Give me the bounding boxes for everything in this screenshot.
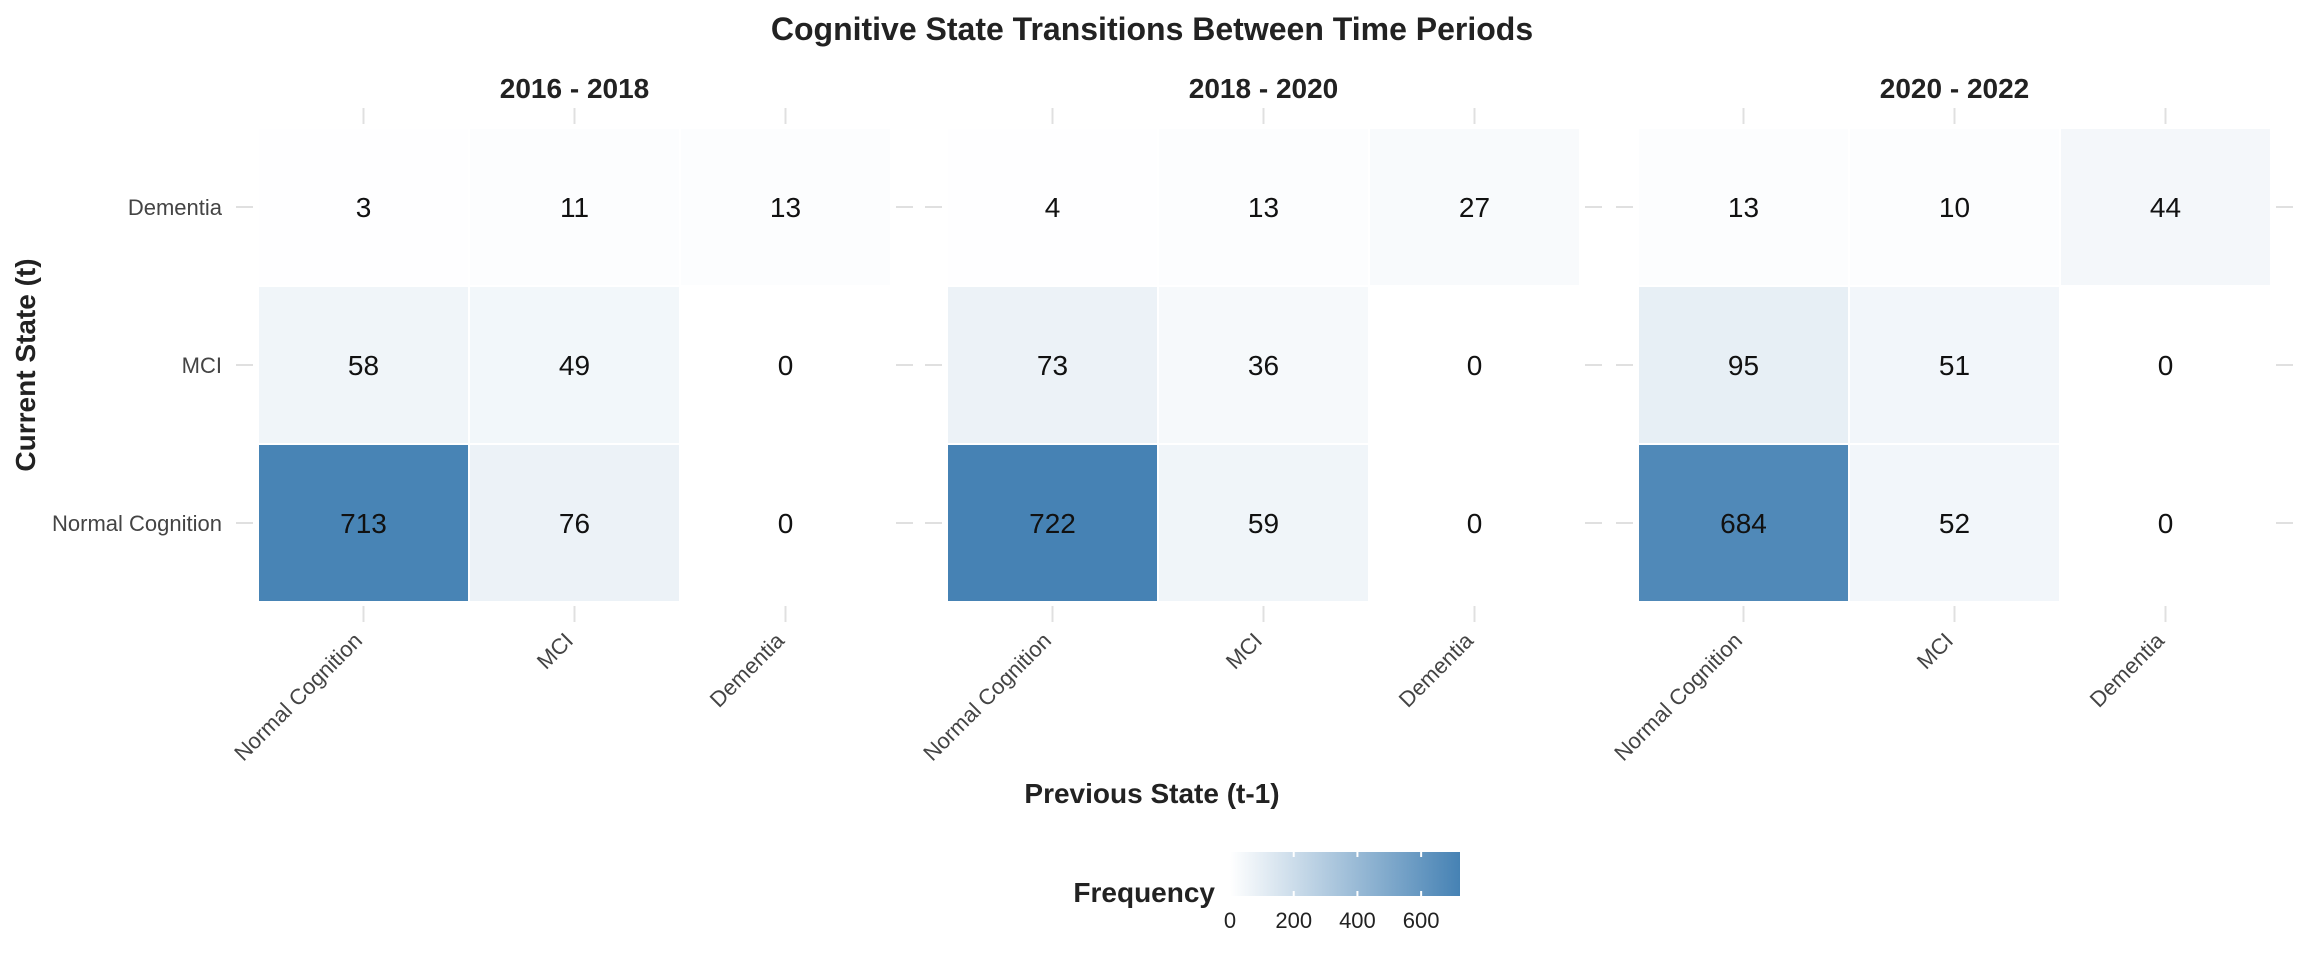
cell-value-label: 73 xyxy=(1037,350,1068,381)
x-axis-tick-label: Dementia xyxy=(1394,627,1479,712)
y-axis-tick-label: Dementia xyxy=(128,195,223,220)
heatmap-cell xyxy=(1157,285,1370,445)
cell-value-label: 713 xyxy=(340,508,387,539)
chart-title: Cognitive State Transitions Between Time… xyxy=(771,11,1533,47)
cell-value-label: 13 xyxy=(770,192,801,223)
x-axis-title: Previous State (t-1) xyxy=(1024,778,1279,809)
heatmap-cell xyxy=(1368,443,1581,603)
cell-value-label: 10 xyxy=(1939,192,1970,223)
cell-value-label: 95 xyxy=(1728,350,1759,381)
facet-3: 2020 - 2022 684 52 0 95 51 0 13 10 44 Normal Cogni… xyxy=(1609,73,2293,766)
x-axis-tick-label: Dementia xyxy=(2085,627,2170,712)
heatmap-cell xyxy=(257,127,470,287)
heatmap-cell xyxy=(1157,127,1370,287)
heatmap-cell xyxy=(946,127,1159,287)
legend-tick-label: 200 xyxy=(1275,908,1312,933)
cell-value-label: 58 xyxy=(348,350,379,381)
heatmap-cell xyxy=(468,127,681,287)
heatmap-cell xyxy=(1848,443,2061,603)
cell-value-label: 0 xyxy=(2158,508,2174,539)
x-axis-tick-label: Normal Cognition xyxy=(229,628,367,766)
facet-label-2: 2018 - 2020 xyxy=(1189,73,1338,104)
cell-value-label: 0 xyxy=(778,350,794,381)
cell-value-label: 51 xyxy=(1939,350,1970,381)
heatmap-cell xyxy=(1637,285,1850,445)
heatmap-cell xyxy=(679,127,892,287)
heatmap-cell xyxy=(679,285,892,445)
legend-tick-label: 400 xyxy=(1339,908,1376,933)
facet-label-1: 2016 - 2018 xyxy=(500,73,649,104)
legend-title: Frequency xyxy=(1073,877,1215,908)
x-axis-tick-label: Dementia xyxy=(705,627,790,712)
cell-value-label: 52 xyxy=(1939,508,1970,539)
heatmap-cell xyxy=(468,443,681,603)
x-axis-tick-label: Normal Cognition xyxy=(918,628,1056,766)
legend: Frequency 0 200 400 600 xyxy=(1073,852,1460,933)
y-axis-title: Current State (t) xyxy=(10,258,41,471)
cell-value-label: 684 xyxy=(1720,508,1767,539)
heatmap-cell xyxy=(2059,443,2272,603)
heatmap-cell xyxy=(468,285,681,445)
heatmap-cell xyxy=(1368,285,1581,445)
cell-value-label: 27 xyxy=(1459,192,1490,223)
cell-value-label: 722 xyxy=(1029,508,1076,539)
cell-value-label: 76 xyxy=(559,508,590,539)
cell-value-label: 59 xyxy=(1248,508,1279,539)
x-axis-tick-label: MCI xyxy=(1912,628,1958,674)
facet-2: 2018 - 2020 722 59 0 73 36 0 4 13 27 Normal Cognit… xyxy=(918,73,1602,766)
cell-value-label: 0 xyxy=(2158,350,2174,381)
x-axis-tick-label: MCI xyxy=(1221,628,1267,674)
cell-value-label: 13 xyxy=(1728,192,1759,223)
x-axis-tick-label: MCI xyxy=(532,628,578,674)
facets-layer: 2016 - 2018 713 76 0 58 49 0 3 11 13 Normal Cognit… xyxy=(52,73,2293,766)
facet-label-3: 2020 - 2022 xyxy=(1880,73,2029,104)
x-axis-tick-label: Normal Cognition xyxy=(1609,628,1747,766)
y-axis-tick-label: MCI xyxy=(182,353,222,378)
heatmap-cell xyxy=(946,443,1159,603)
cell-value-label: 49 xyxy=(559,350,590,381)
heatmap-cell xyxy=(2059,285,2272,445)
cell-value-label: 11 xyxy=(560,192,589,223)
cell-value-label: 36 xyxy=(1248,350,1279,381)
y-axis-tick-label: Normal Cognition xyxy=(52,511,222,536)
cell-value-label: 0 xyxy=(778,508,794,539)
heatmap-cell xyxy=(2059,127,2272,287)
cell-value-label: 13 xyxy=(1248,192,1279,223)
heatmap-cell xyxy=(946,285,1159,445)
legend-tick-label: 600 xyxy=(1403,908,1440,933)
legend-color-bar xyxy=(1230,852,1460,896)
cell-value-label: 0 xyxy=(1467,350,1483,381)
cell-value-label: 3 xyxy=(356,192,372,223)
heatmap-cell xyxy=(257,443,470,603)
facet-1: 2016 - 2018 713 76 0 58 49 0 3 11 13 Normal Cognit… xyxy=(52,73,913,766)
legend-ticks: 0 200 400 600 xyxy=(1224,852,1440,933)
cell-value-label: 44 xyxy=(2150,192,2181,223)
legend-tick-label: 0 xyxy=(1224,908,1236,933)
heatmap-cell xyxy=(1848,285,2061,445)
heatmap-cell xyxy=(1368,127,1581,287)
cell-value-label: 0 xyxy=(1467,508,1483,539)
cell-value-label: 4 xyxy=(1045,192,1061,223)
heatmap-cell xyxy=(1637,443,1850,603)
